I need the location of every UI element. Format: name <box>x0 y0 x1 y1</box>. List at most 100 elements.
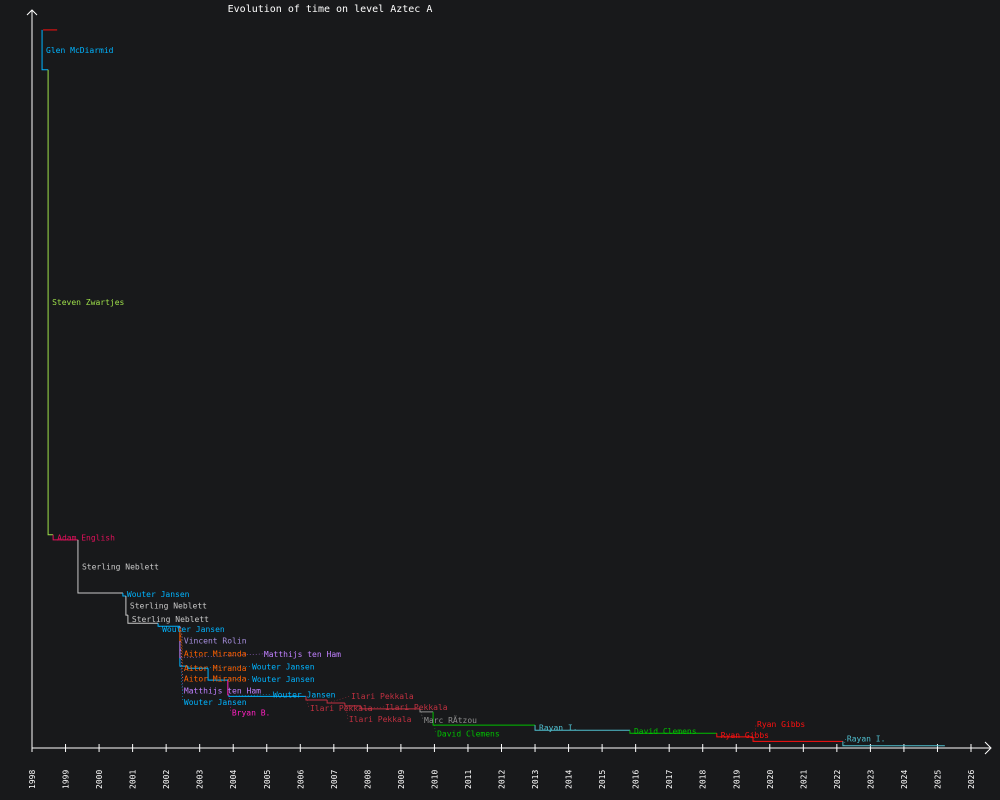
x-tick-label: 2020 <box>766 770 775 789</box>
record-label: Wouter Jansen <box>273 690 336 699</box>
x-tick-label: 1998 <box>28 770 37 789</box>
record-step <box>419 708 434 713</box>
record-label: Wouter Jansen <box>252 675 315 684</box>
x-tick-label: 2007 <box>330 770 339 789</box>
record-step <box>360 705 421 710</box>
record-step <box>179 649 181 659</box>
record-step <box>179 657 188 667</box>
record-label: Bryan B. <box>232 708 271 717</box>
record-label: Ilari Pekkala <box>349 715 412 724</box>
x-tick-label: 2021 <box>799 770 808 789</box>
x-tick-label: 2026 <box>967 770 976 789</box>
x-tick-label: 2011 <box>464 770 473 789</box>
record-label: Wouter Jansen <box>127 590 190 599</box>
record-label: Marc RÃtzou <box>424 715 477 725</box>
x-tick-label: 2014 <box>565 770 574 789</box>
x-tick-label: 2006 <box>296 770 305 789</box>
x-tick-label: 2004 <box>229 770 238 789</box>
record-label: David Clemens <box>634 727 697 736</box>
record-step <box>127 615 159 624</box>
record-label: Sterling Neblett <box>130 602 207 611</box>
x-tick-label: 2024 <box>900 770 909 789</box>
record-step <box>41 29 49 71</box>
record-step <box>534 725 630 731</box>
label-leader-line <box>180 649 184 691</box>
label-leader-lines <box>158 626 847 746</box>
x-tick-label: 2019 <box>732 770 741 789</box>
x-tick-label: 2000 <box>95 770 104 789</box>
record-label: Matthijs ten Ham <box>184 686 261 695</box>
label-leader-line <box>180 630 184 654</box>
record-label: Aitor Miranda <box>184 674 247 683</box>
label-leader-line <box>420 711 424 720</box>
record-step <box>842 741 945 747</box>
record-label: Vincent Rolin <box>184 637 247 646</box>
label-leader-line <box>158 626 162 630</box>
record-step <box>752 736 843 742</box>
x-tick-label: 2016 <box>632 770 641 789</box>
record-label: Ryan Gibbs <box>721 731 769 740</box>
record-step <box>305 696 328 701</box>
record-label: Ilari Pekkala <box>385 703 448 712</box>
x-tick-label: 2013 <box>531 770 540 789</box>
record-step <box>629 730 717 734</box>
chart-title: Evolution of time on level Aztec A <box>228 4 433 15</box>
record-label: Adam English <box>57 533 115 542</box>
label-leader-line <box>180 640 184 679</box>
record-step <box>122 593 126 597</box>
record-label: Sterling Neblett <box>132 615 209 624</box>
x-tick-label: 2025 <box>933 770 942 789</box>
x-tick-label: 2015 <box>598 770 607 789</box>
record-label: Ryan Gibbs <box>757 720 805 729</box>
record-label: Aitor Miranda <box>184 664 247 673</box>
label-leader-line <box>328 695 351 704</box>
record-label: Glen McDiarmid <box>46 46 114 55</box>
x-tick-label: 2003 <box>196 770 205 789</box>
x-tick-label: 1999 <box>62 770 71 789</box>
x-tick-label: 2018 <box>699 770 708 789</box>
record-labels: Glen McDiarmid Steven Zwartjes Adam Englis… <box>46 46 885 744</box>
record-label: Matthijs ten Ham <box>264 650 341 659</box>
label-leader-line <box>229 694 272 697</box>
record-label: Rayan I. <box>539 724 578 733</box>
x-axis-arrow <box>984 741 992 755</box>
label-leader-line <box>180 635 184 669</box>
record-label: Rayan I. <box>847 735 886 744</box>
record-label: Aitor Miranda <box>184 650 247 659</box>
x-tick-label: 2005 <box>263 770 272 789</box>
label-leader-line <box>180 627 184 641</box>
record-step <box>187 666 209 669</box>
x-tick-label: 2009 <box>397 770 406 789</box>
x-tick-label: 2008 <box>363 770 372 789</box>
label-leader-line <box>306 699 310 709</box>
label-leader-line <box>188 666 251 669</box>
x-tick-label: 2001 <box>129 770 138 789</box>
record-step <box>52 534 78 541</box>
record-label: Ilari Pekkala <box>310 704 373 713</box>
x-tick-label: 2022 <box>833 770 842 789</box>
record-step <box>207 668 228 681</box>
record-step <box>326 700 345 704</box>
record-label: Wouter Jansen <box>162 625 225 634</box>
record-label: Sterling Neblett <box>82 562 159 571</box>
label-leader-line <box>345 705 349 719</box>
x-tick-label: 2010 <box>430 770 439 789</box>
label-leader-line <box>361 706 385 710</box>
record-step <box>716 733 754 738</box>
record-step <box>125 595 128 616</box>
record-label: Wouter Jansen <box>252 662 315 671</box>
record-step <box>157 623 180 627</box>
record-label: Ilari Pekkala <box>351 692 414 701</box>
x-tick-label: 2012 <box>498 770 507 789</box>
y-axis-arrow <box>26 9 38 16</box>
record-step <box>432 711 536 726</box>
x-tick-label: 2017 <box>665 770 674 789</box>
series-marks <box>41 29 945 747</box>
label-leader-line <box>433 725 437 734</box>
label-leader-line <box>209 678 252 681</box>
record-step <box>77 539 123 594</box>
record-label: Steven Zwartjes <box>52 298 124 307</box>
x-tick-label: 2023 <box>866 770 875 789</box>
